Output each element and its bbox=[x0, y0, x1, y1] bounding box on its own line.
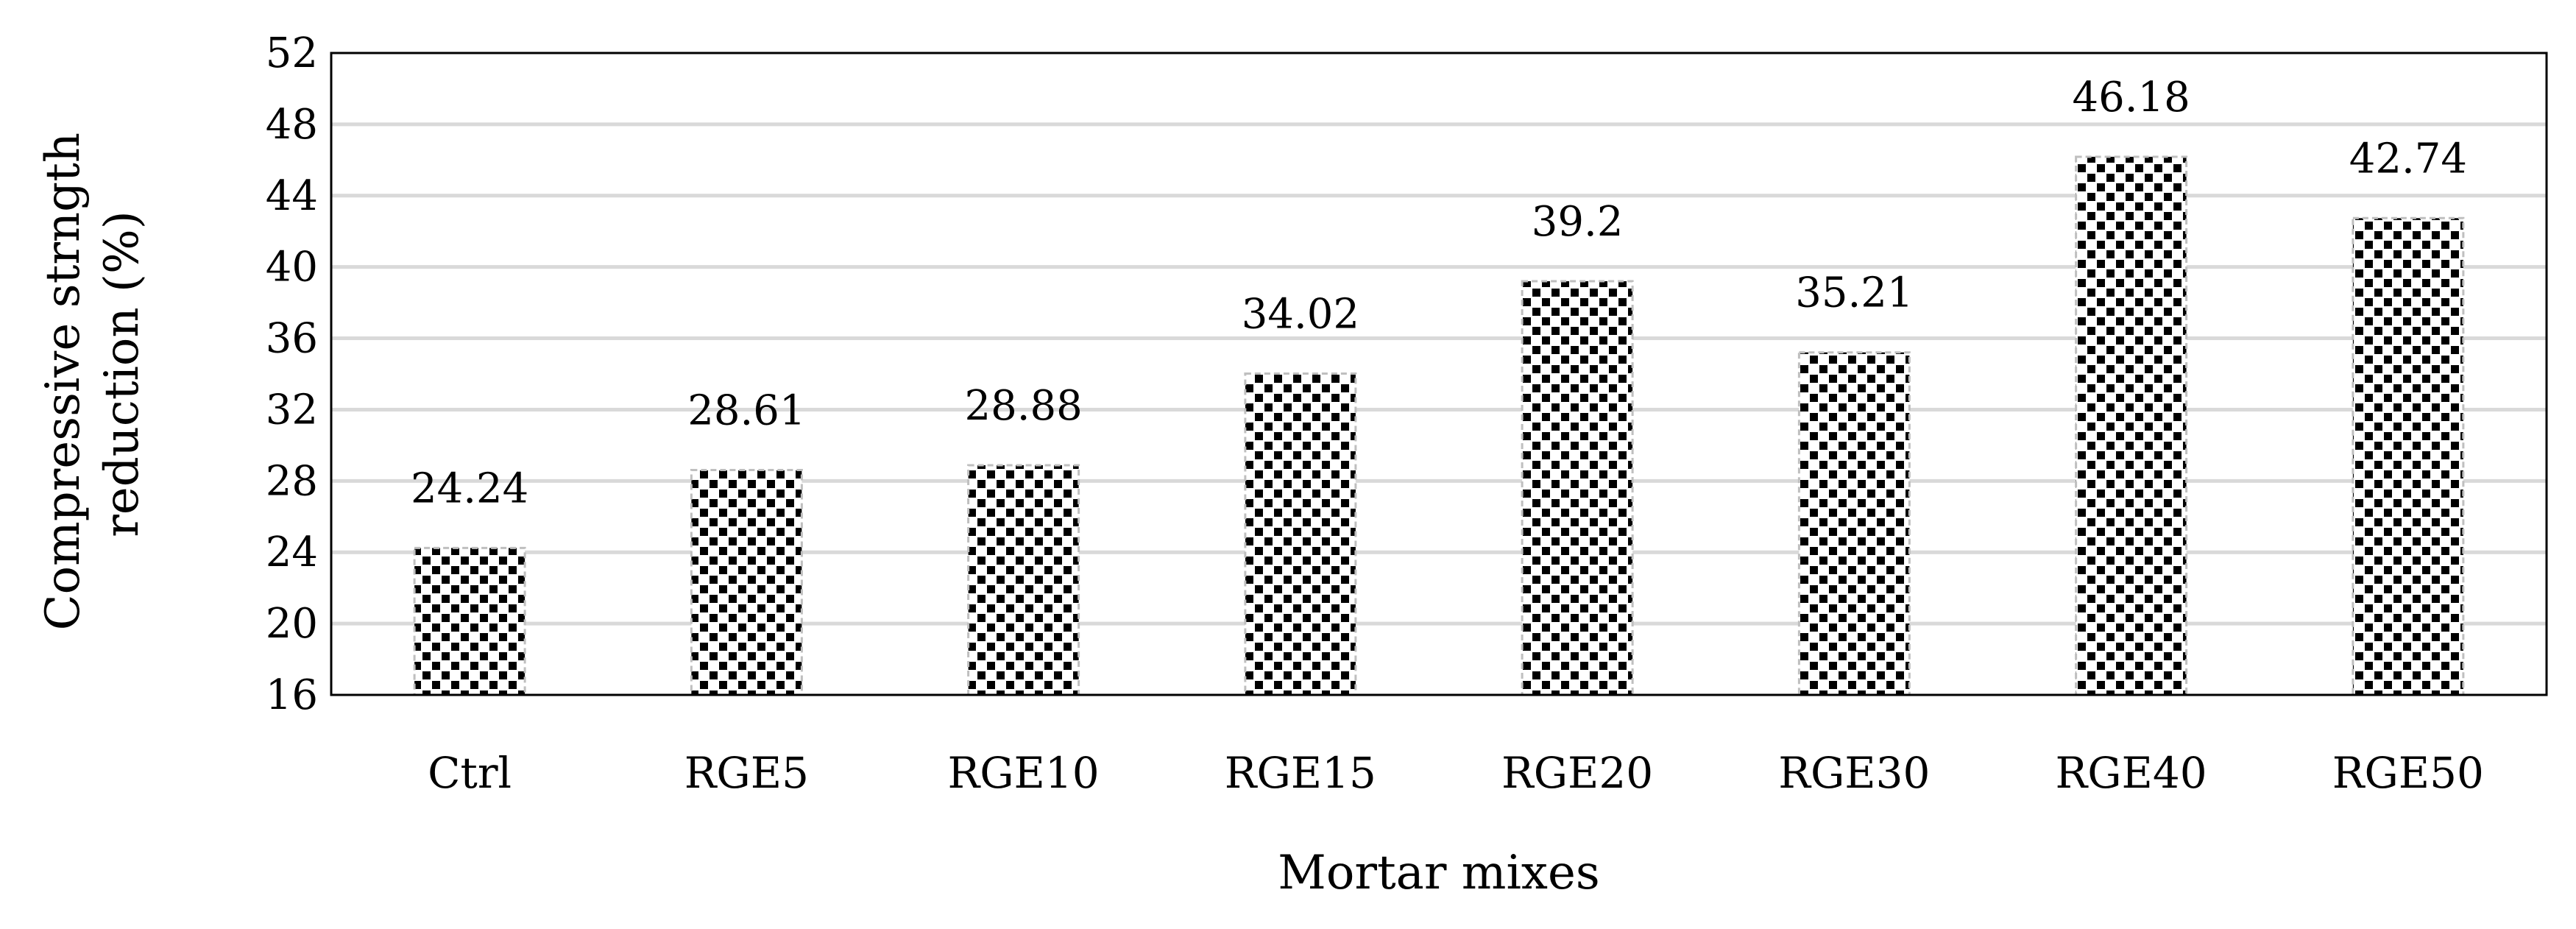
y-tick-label: 32 bbox=[266, 386, 318, 434]
bar-outline bbox=[690, 469, 803, 696]
bar-outline bbox=[1244, 372, 1357, 696]
y-axis-title-line-2: reduction (%) bbox=[95, 211, 149, 537]
y-tick-label: 36 bbox=[266, 315, 318, 363]
bar bbox=[968, 465, 1079, 695]
data-labels: 24.24 28.61 28.88 34.02 39.2 35.21 46.18 42.74 bbox=[411, 74, 2467, 512]
bar bbox=[1522, 281, 1633, 695]
data-label: 46.18 bbox=[2072, 74, 2190, 121]
bar bbox=[2076, 156, 2187, 695]
bars bbox=[413, 155, 2465, 696]
y-tick-label: 40 bbox=[266, 244, 318, 292]
y-axis-ticks: 16 20 24 28 32 36 40 44 48 52 bbox=[266, 29, 318, 719]
gridlines bbox=[331, 122, 2547, 626]
bar bbox=[2352, 218, 2463, 695]
y-tick-label: 20 bbox=[266, 600, 318, 648]
x-category-label: RGE30 bbox=[1778, 748, 1930, 798]
y-tick-label: 52 bbox=[266, 29, 318, 77]
bar bbox=[1245, 373, 1356, 695]
y-tick-label: 44 bbox=[266, 172, 318, 220]
y-tick-label: 48 bbox=[266, 101, 318, 149]
plot-frame bbox=[330, 52, 2548, 696]
x-axis-categories: Ctrl RGE5 RGE10 RGE15 RGE20 RGE30 RGE40 RGE50 bbox=[428, 748, 2484, 798]
x-category-label: RGE10 bbox=[948, 748, 1100, 798]
x-axis-title: Mortar mixes bbox=[1278, 846, 1599, 900]
bar bbox=[1799, 352, 1910, 695]
x-category-label: Ctrl bbox=[428, 748, 512, 798]
y-tick-label: 24 bbox=[266, 529, 318, 576]
x-category-label: RGE40 bbox=[2056, 748, 2207, 798]
y-axis-title-line-1: Compressive strngth bbox=[36, 133, 91, 630]
x-category-label: RGE5 bbox=[684, 748, 809, 798]
data-label: 39.2 bbox=[1532, 198, 1624, 246]
x-category-label: RGE20 bbox=[1501, 748, 1653, 798]
bar bbox=[691, 470, 802, 695]
x-category-label: RGE15 bbox=[1225, 748, 1376, 798]
y-tick-label: 28 bbox=[266, 457, 318, 505]
data-label: 28.88 bbox=[964, 382, 1082, 430]
y-axis-title: Compressive strngth reduction (%) bbox=[36, 118, 149, 631]
bar bbox=[414, 548, 526, 695]
data-label: 35.21 bbox=[1795, 269, 1913, 317]
bar-outline bbox=[413, 546, 526, 696]
data-label: 24.24 bbox=[411, 464, 528, 512]
data-label: 42.74 bbox=[2349, 135, 2467, 183]
data-label: 28.61 bbox=[687, 387, 805, 435]
x-category-label: RGE50 bbox=[2332, 748, 2484, 798]
data-label: 34.02 bbox=[1242, 291, 1359, 339]
y-tick-label: 16 bbox=[266, 671, 318, 719]
